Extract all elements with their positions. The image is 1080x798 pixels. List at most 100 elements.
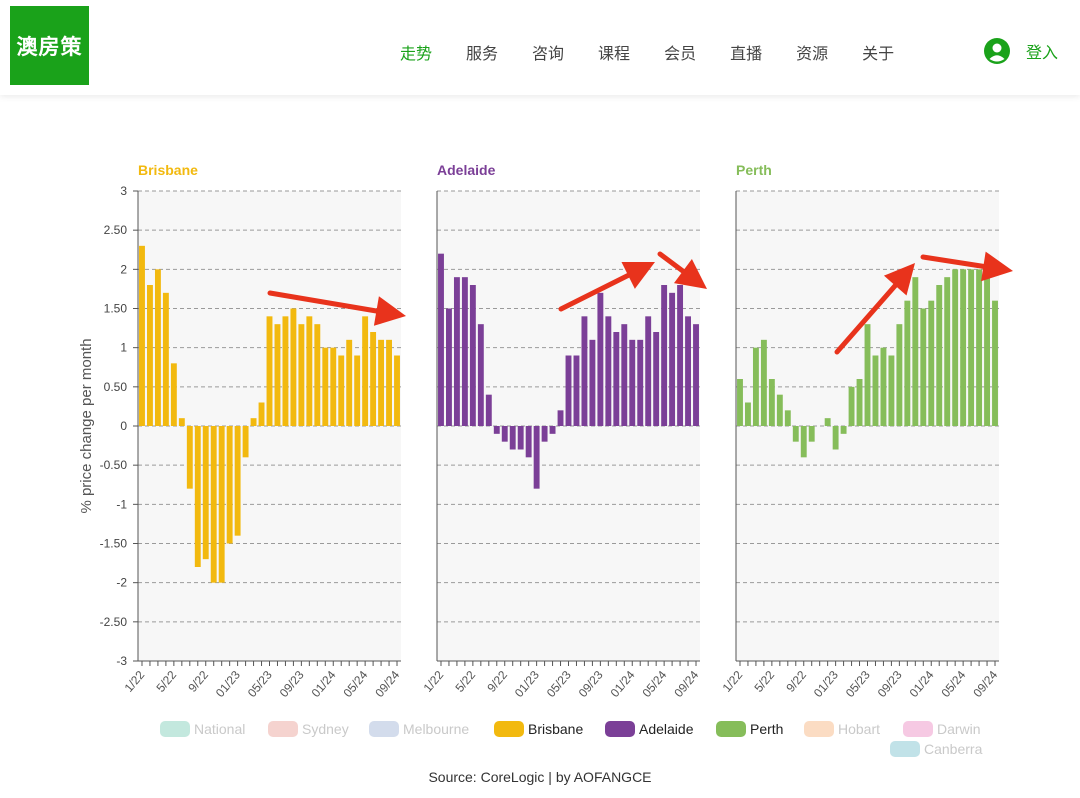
legend-item-melbourne[interactable]: Melbourne [369,721,469,737]
bar-perth-9 [808,426,815,442]
nav-item-about[interactable]: 关于 [862,44,895,63]
bar-perth-28 [960,269,967,426]
nav-item-trends[interactable]: 走势 [400,44,433,63]
bar-adelaide-10 [517,426,524,450]
nav-item-services[interactable]: 服务 [466,44,499,63]
login-button[interactable]: 登入 [984,38,1058,64]
bar-brisbane-8 [202,426,209,560]
bar-perth-24 [928,300,935,426]
y-tick-label: -3 [116,654,127,668]
panel-title-brisbane: Brisbane [138,162,198,178]
legend-swatch [890,741,920,757]
legend-swatch [494,721,524,737]
bar-brisbane-12 [234,426,241,536]
bar-brisbane-2 [154,269,161,426]
trend-arrow [267,290,406,326]
bar-perth-11 [824,418,831,426]
bar-adelaide-4 [469,285,476,426]
legend-item-canberra[interactable]: Canberra [890,741,983,757]
arrow-shaft [920,254,986,269]
bar-perth-2 [752,347,759,426]
bar-brisbane-20 [298,324,305,426]
bar-adelaide-1 [446,308,452,426]
legend-item-perth[interactable]: Perth [716,721,783,737]
nav-item-membership[interactable]: 会员 [664,44,697,63]
chart-axes [133,190,999,666]
bar-perth-5 [776,394,783,426]
bar-perth-8 [800,426,807,458]
bar-adelaide-17 [573,355,580,426]
bar-brisbane-11 [226,426,233,544]
nav-item-consulting[interactable]: 咨询 [532,44,565,63]
bar-brisbane-32 [394,355,400,426]
bar-brisbane-4 [170,363,177,426]
x-tick-label: 01/24 [309,668,339,700]
bar-perth-6 [784,410,791,426]
bar-brisbane-17 [274,324,281,426]
legend-item-brisbane[interactable]: Brisbane [494,721,583,737]
bar-adelaide-28 [661,285,668,426]
nav-item-live[interactable]: 直播 [730,44,763,63]
chart-legend: National Sydney Melbourne Brisbane Adelaide P… [160,721,983,757]
bar-adelaide-19 [589,339,596,426]
y-tick-label: 2.50 [104,223,128,237]
x-tick-label: 01/24 [608,668,638,700]
legend-item-sydney[interactable]: Sydney [268,721,349,737]
y-tick-label: -1 [116,497,127,511]
x-tick-label: 09/24 [372,668,402,700]
bar-adelaide-16 [565,355,572,426]
bar-adelaide-29 [669,292,676,426]
legend-item-hobart[interactable]: Hobart [804,721,880,737]
legend-item-adelaide[interactable]: Adelaide [605,721,694,737]
bar-adelaide-8 [501,426,508,442]
chart-bars [139,245,998,583]
x-tick-label: 05/23 [843,668,873,700]
bar-perth-14 [848,386,855,426]
bar-perth-3 [760,339,767,426]
trend-arrow [657,251,707,289]
trend-arrow [920,251,1013,282]
bar-adelaide-0 [438,253,444,426]
legend-item-national[interactable]: National [160,721,245,737]
arrow-shaft [558,272,631,312]
x-tick-label: 05/24 [340,668,370,700]
legend-swatch [903,721,933,737]
x-tick-label: 09/23 [875,668,905,700]
x-tick-label: 01/23 [512,668,542,700]
trend-arrow [834,263,915,355]
bar-adelaide-21 [605,316,612,426]
legend-item-darwin[interactable]: Darwin [903,721,981,737]
bar-brisbane-22 [314,324,321,426]
site-logo[interactable]: 澳房策 [10,6,89,85]
nav-item-resources[interactable]: 资源 [796,44,829,63]
legend-label: Adelaide [639,721,694,737]
bar-perth-22 [912,277,919,426]
source-note: Source: CoreLogic | by AOFANGCE [428,769,652,785]
y-tick-label: 1.50 [104,302,128,316]
trend-arrow [558,262,655,312]
arrow-shaft [657,251,686,274]
y-tick-label: -2 [116,576,127,590]
x-tick-label: 1/22 [421,668,447,695]
bar-adelaide-18 [581,316,588,426]
bar-brisbane-27 [354,355,361,426]
x-tick-label: 05/24 [938,668,968,700]
bar-perth-32 [992,300,998,426]
x-tick-label: 09/24 [970,668,1000,700]
login-label: 登入 [1026,43,1059,62]
arrow-head [883,263,915,296]
bar-brisbane-13 [242,426,249,458]
y-tick-label: -1.50 [100,537,128,551]
panel-title-perth: Perth [736,162,772,178]
legend-swatch [716,721,746,737]
bar-perth-21 [904,300,911,426]
bar-perth-18 [880,347,887,426]
user-icon [984,38,1010,64]
bar-brisbane-10 [218,426,225,583]
bar-brisbane-24 [330,347,337,426]
bar-brisbane-5 [178,418,185,426]
nav-item-courses[interactable]: 课程 [598,44,631,63]
bar-adelaide-22 [613,332,620,426]
bar-perth-27 [952,269,959,426]
legend-label: Melbourne [403,721,469,737]
